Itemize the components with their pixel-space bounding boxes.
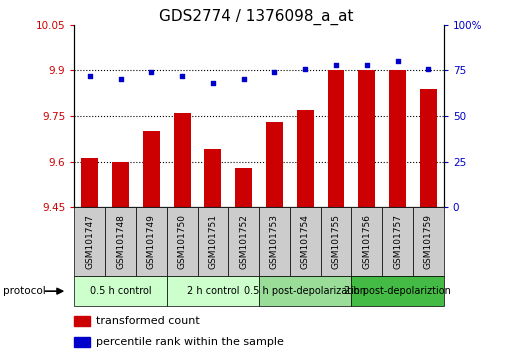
- Point: [240, 76, 248, 82]
- Text: GSM101755: GSM101755: [331, 214, 341, 269]
- Text: 2 h control: 2 h control: [187, 286, 239, 296]
- Bar: [358, 70, 375, 207]
- Text: GSM101751: GSM101751: [208, 214, 218, 269]
- Bar: [297, 110, 313, 207]
- Point: [301, 66, 309, 72]
- Text: GSM101749: GSM101749: [147, 214, 156, 269]
- Text: GSM101756: GSM101756: [362, 214, 371, 269]
- Point: [209, 80, 217, 86]
- Point: [178, 73, 186, 79]
- Bar: [235, 167, 252, 207]
- Point: [270, 69, 279, 75]
- Bar: [81, 159, 98, 207]
- Text: 2 h post-depolariztion: 2 h post-depolariztion: [344, 286, 451, 296]
- Point: [363, 62, 371, 68]
- Point: [86, 73, 94, 79]
- Text: 0.5 h post-depolarization: 0.5 h post-depolarization: [244, 286, 366, 296]
- Bar: [173, 113, 190, 207]
- Text: GDS2774 / 1376098_a_at: GDS2774 / 1376098_a_at: [159, 9, 354, 25]
- Point: [424, 66, 432, 72]
- Text: GSM101748: GSM101748: [116, 214, 125, 269]
- Text: GSM101750: GSM101750: [177, 214, 187, 269]
- Point: [393, 58, 402, 64]
- Text: GSM101752: GSM101752: [239, 214, 248, 269]
- Text: GSM101759: GSM101759: [424, 214, 433, 269]
- Point: [147, 69, 155, 75]
- Bar: [266, 122, 283, 207]
- Bar: [112, 161, 129, 207]
- Text: GSM101757: GSM101757: [393, 214, 402, 269]
- Text: percentile rank within the sample: percentile rank within the sample: [96, 337, 284, 347]
- Bar: [327, 70, 344, 207]
- Bar: [389, 70, 406, 207]
- Point: [332, 62, 340, 68]
- Text: GSM101754: GSM101754: [301, 214, 310, 269]
- Point: [116, 76, 125, 82]
- Text: transformed count: transformed count: [96, 316, 200, 326]
- Text: GSM101747: GSM101747: [85, 214, 94, 269]
- Text: GSM101753: GSM101753: [270, 214, 279, 269]
- Bar: [204, 149, 222, 207]
- Text: protocol: protocol: [3, 286, 45, 296]
- Bar: [420, 88, 437, 207]
- Text: 0.5 h control: 0.5 h control: [90, 286, 151, 296]
- Bar: [143, 131, 160, 207]
